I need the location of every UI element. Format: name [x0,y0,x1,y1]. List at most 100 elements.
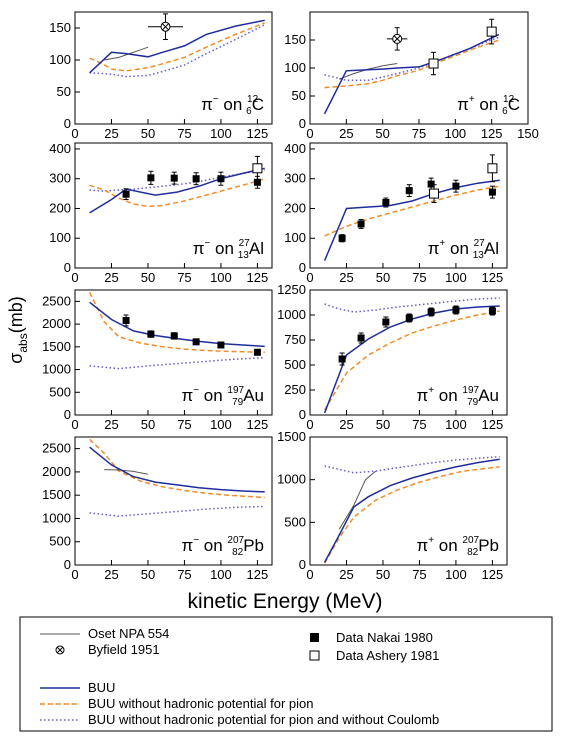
panel-label-part: − [204,238,210,249]
panel-frame [309,436,508,566]
data-point-nakai [382,199,390,207]
series-no-hadronic [324,185,500,237]
x-tick-label: 25 [104,417,118,432]
panel-label-part: 12 [247,94,259,105]
series-oset [104,46,149,61]
panel-label-part: on [475,95,503,114]
panel-label-part: on [210,239,238,258]
data-point-nakai [488,188,496,196]
legend-ashery-label: Data Ashery 1981 [336,648,439,663]
panel-label-part: on [434,386,462,405]
data-point-nakai [357,334,365,342]
legend-no-hadronic-no-coulomb-label: BUU without hadronic potential for pion … [88,712,439,727]
legend-buu-label: BUU [88,680,115,695]
x-tick-label: 100 [210,567,232,582]
data-point-nakai [122,316,130,324]
x-tick-label: 75 [412,417,426,432]
y-tick-label: 0 [64,260,71,275]
series-buu [323,179,500,261]
x-tick-label: 50 [376,270,390,285]
y-tick-label: 50 [57,84,71,99]
x-tick-label: 25 [339,126,353,141]
panel-label: π+ on 27 13Al [428,238,499,261]
panel-label-part: on [219,95,247,114]
panel-pip_C: 0 25 50 75 100 125 150 0 50 100 150 π+ on 12 6C [284,11,539,141]
panel-label-part: Au [478,386,499,405]
data-point-nakai [452,306,460,314]
panel-label: π− on 12 6C [201,94,264,117]
data-point-nakai [427,308,435,316]
y-tick-label: 500 [284,514,306,529]
x-tick-label: 100 [444,126,466,141]
panel-frame [74,436,273,566]
y-tick-label: 0 [299,260,306,275]
x-tick-label: 50 [141,417,155,432]
y-tick-label: 1000 [42,362,71,377]
x-tick-label: 75 [177,417,191,432]
y-axis-label-symbol: σ [6,353,26,364]
panel-label-part: Al [484,239,499,258]
y-tick-label: 200 [49,200,71,215]
y-tick-label: 100 [49,52,71,67]
x-tick-label: 75 [177,567,191,582]
data-point-nakai [192,338,200,346]
data-point-nakai [427,180,435,188]
series-no-hadronic-no-coulomb [89,356,265,370]
y-tick-label: 1000 [42,510,71,525]
x-tick-label: 25 [104,126,118,141]
y-tick-label: 1500 [277,429,306,444]
panel-label-part: − [193,535,199,546]
y-tick-label: 0 [299,116,306,131]
series-buu [323,33,500,115]
panel-label-part: 79 [467,397,479,408]
panel-label-part: π [181,386,193,405]
data-point-nakai [405,314,413,322]
y-tick-label: 750 [284,332,306,347]
series-buu [89,19,265,74]
data-point-nakai [338,234,346,242]
panel-pim_Pb: 0 25 50 75 100 125 0 500 1000 1500 2000 2500 π− on 2… [42,436,273,582]
x-tick-label: 0 [306,417,313,432]
y-tick-label: 400 [49,141,71,156]
panel-label-part: π [181,536,193,555]
x-tick-label: 0 [306,270,313,285]
data-point-nakai [170,174,178,182]
y-tick-label: 0 [64,557,71,572]
series-no-hadronic-no-coulomb [324,36,500,82]
x-tick-label: 50 [375,126,389,141]
panel-label-part: + [428,535,434,546]
data-point-byfield-cross [393,35,401,43]
series-no-hadronic-no-coulomb [324,455,500,474]
legend-oset-label: Oset NPA 554 [88,626,169,641]
x-tick-label: 25 [104,270,118,285]
x-tick-label: 75 [177,270,191,285]
y-tick-label: 1500 [42,487,71,502]
panel-data-points [387,18,497,76]
panel-label: π− on 197 79Au [181,385,264,408]
x-tick-label: 125 [247,126,269,141]
panel-label-part: Al [249,239,264,258]
panel-label-part: 82 [467,547,479,558]
data-point-nakai [357,220,365,228]
panel-data-points [122,314,261,356]
panel-label-part: π [416,386,428,405]
series-buu [89,446,265,493]
x-tick-label: 75 [412,126,426,141]
panel-label-part: on [445,239,473,258]
x-tick-label: 125 [482,567,504,582]
panel-label-part: 82 [232,547,244,558]
x-tick-label: 25 [339,270,353,285]
x-tick-label: 100 [210,270,232,285]
panel-label: π+ on 12 6C [457,94,520,117]
panel-label-part: 79 [232,397,244,408]
data-point-nakai [253,178,261,186]
x-tick-label: 100 [445,270,467,285]
data-point-ashery [252,163,263,174]
panel-label-part: π [428,239,440,258]
series-no-hadronic-no-coulomb [324,297,500,313]
x-tick-label: 100 [445,567,467,582]
legend: Oset NPA 554 Byfield 1951 Data Nakai 198… [19,616,553,732]
x-tick-label: 50 [141,270,155,285]
series-buu [323,458,500,563]
series-no-hadronic [89,438,265,499]
